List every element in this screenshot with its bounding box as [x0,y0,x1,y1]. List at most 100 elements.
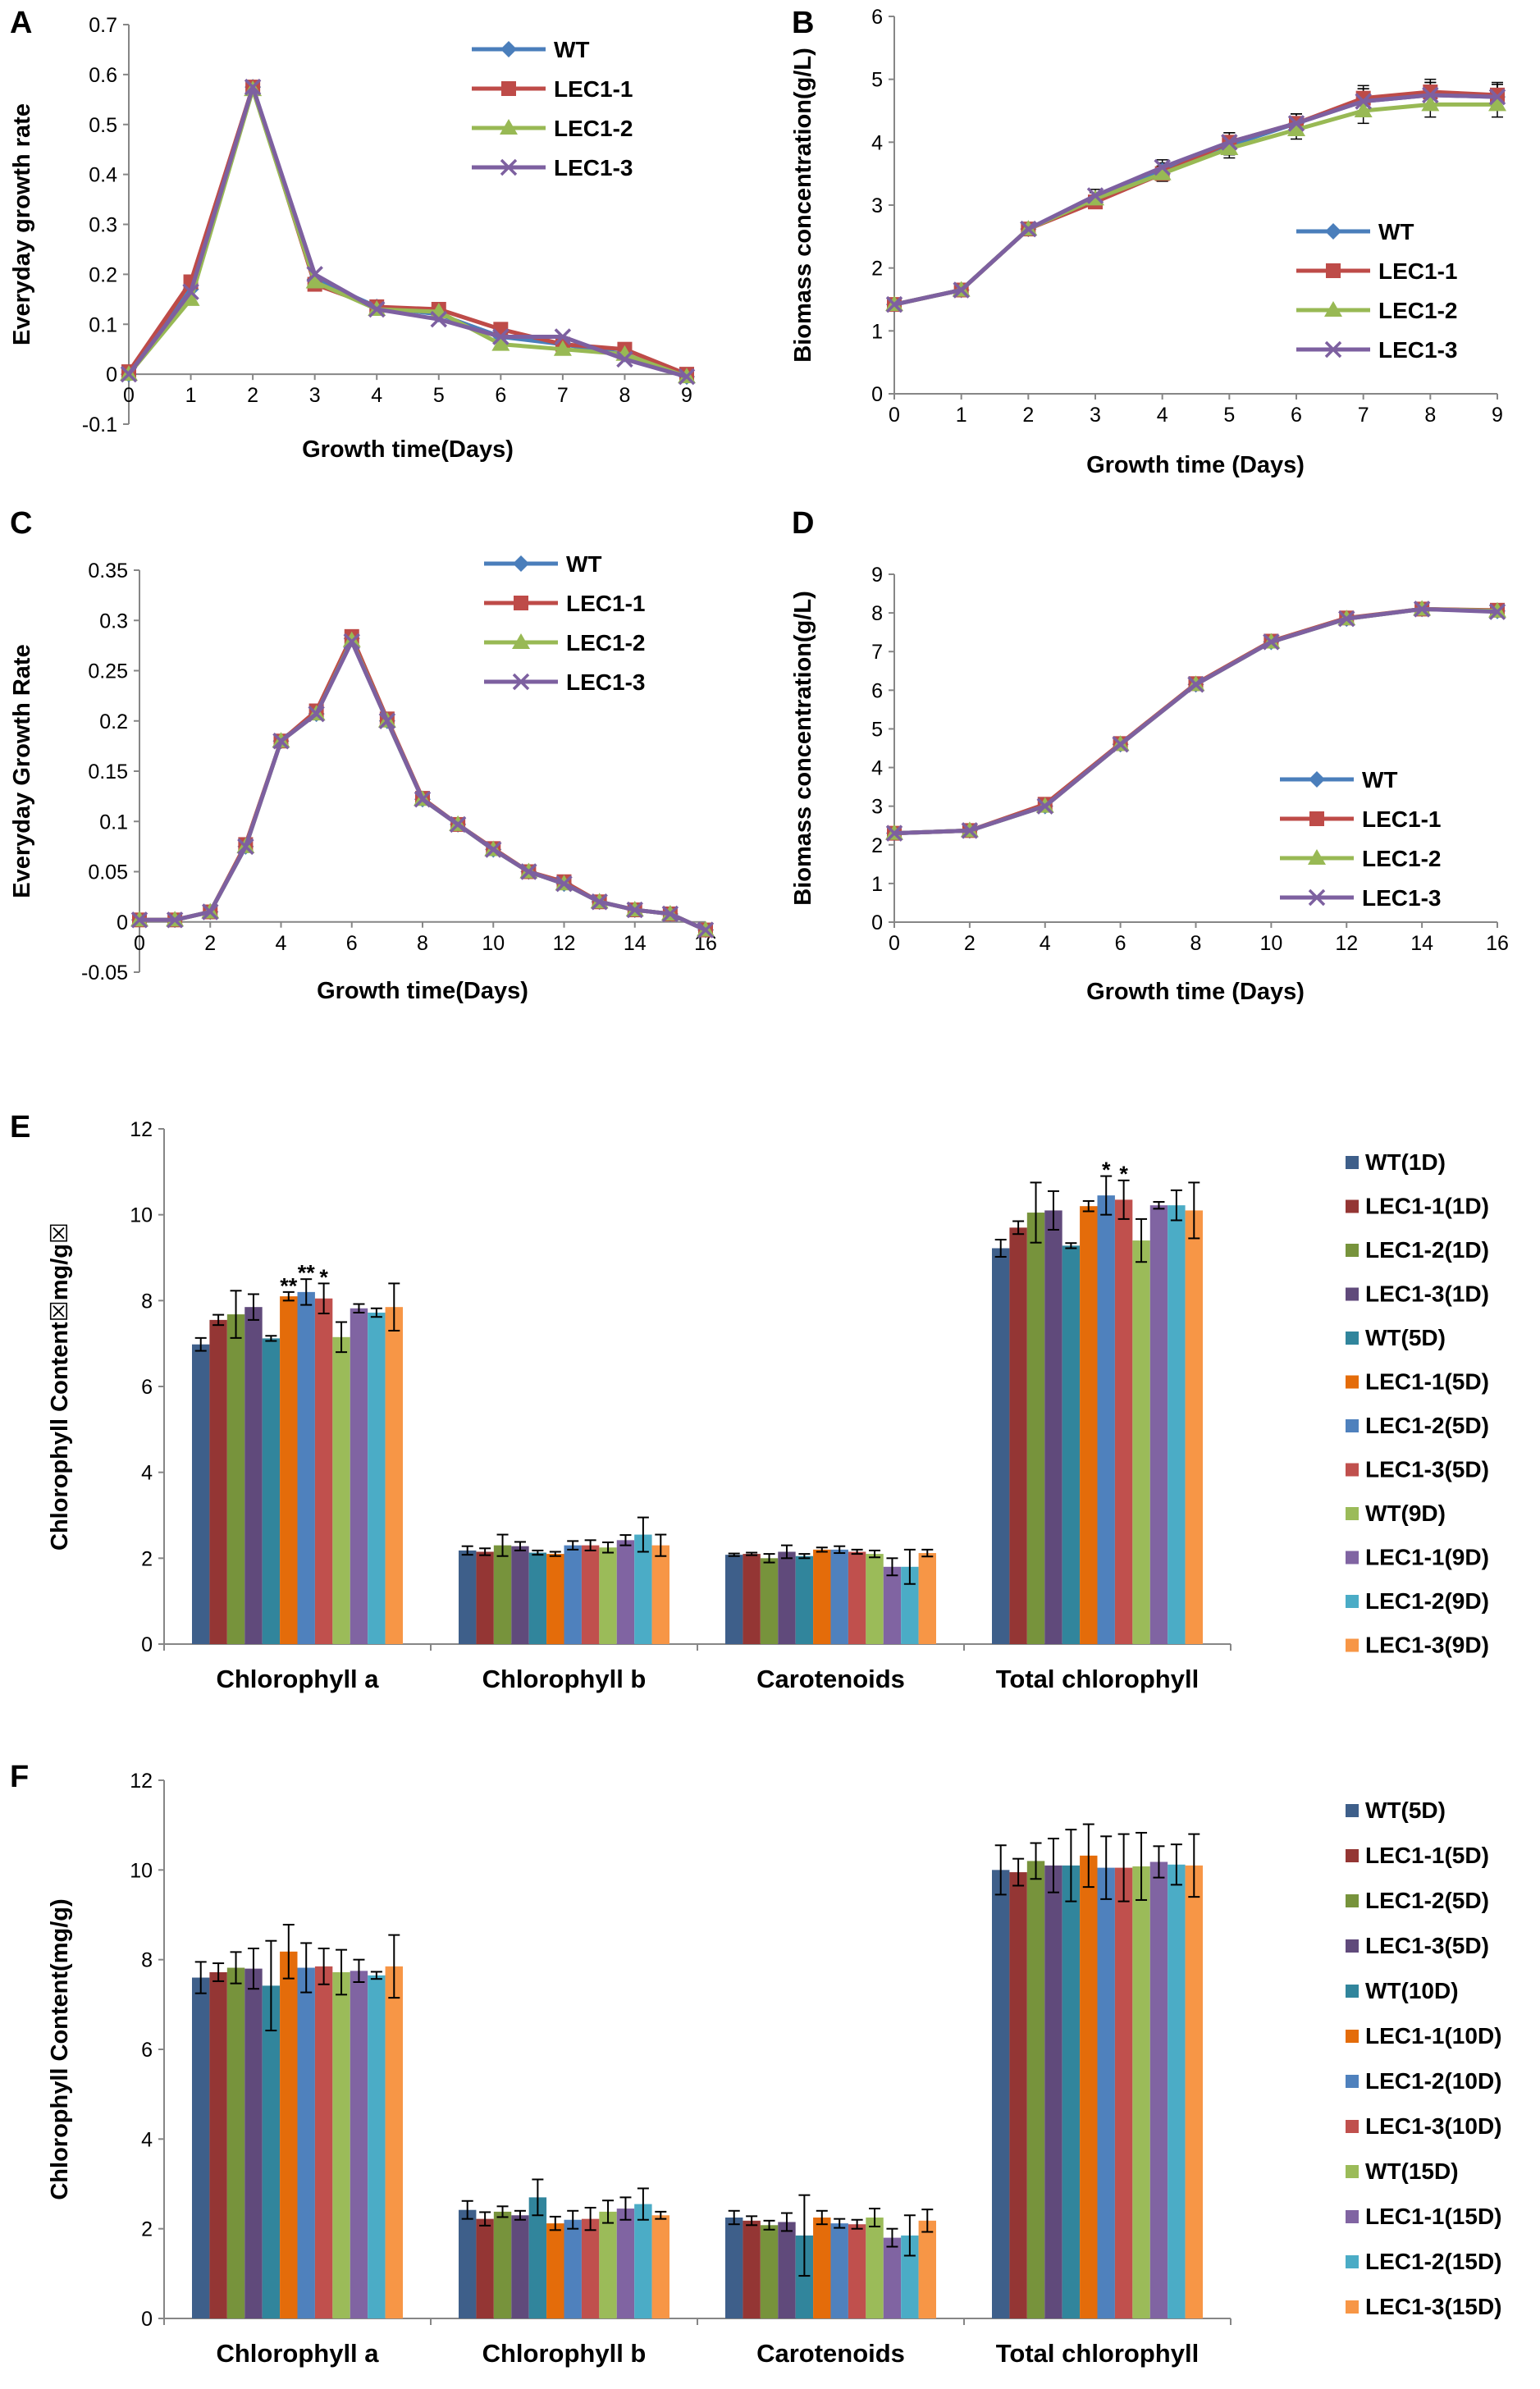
category-label: Chlorophyll b [482,2339,647,2368]
y-axis-title: Chlorophyll Content☒mg/g☒ [47,1222,73,1551]
legend-label-LEC1-2: LEC1-2 [554,116,633,141]
data-point-LEC1-2 [553,340,572,356]
legend-label-WT: WT [566,551,602,577]
legend-swatch-LEC1-2(1D) [1346,1244,1359,1257]
panel-label-A: A [10,6,32,40]
data-point-LEC1-3 [378,712,396,729]
legend-marker-LEC1-1 [501,81,516,96]
legend-label-WT: WT [1362,767,1398,793]
bar-LEC1-2(15D) [1168,1864,1186,2318]
y-tick-label: 7 [871,641,883,664]
legend-label-LEC1-3(1D): LEC1-3(1D) [1365,1281,1489,1307]
y-tick-label: 0.2 [99,710,128,733]
bar-LEC1-1(5D) [1080,1206,1098,1644]
x-tick-label: 2 [964,932,976,955]
bar-LEC1-3(1D) [1044,1210,1062,1644]
legend-label-LEC1-1: LEC1-1 [566,591,645,616]
bar-LEC1-1(15D) [350,1971,368,2318]
bar-LEC1-2(5D) [493,2211,512,2318]
y-tick-label: 6 [871,679,883,702]
bar-LEC1-3(9D) [918,1553,936,1644]
x-axis-title: Growth time (Days) [1086,979,1305,1005]
y-tick-label: 0.25 [88,660,128,683]
category-label: Total chlorophyll [996,1665,1199,1693]
series-line-LEC1-1 [893,606,1498,836]
y-tick-label: 0.3 [99,610,128,633]
y-tick-label: 0.6 [89,64,117,87]
y-tick-label: 0.2 [89,263,117,286]
y-tick-label: 10 [130,1204,153,1227]
data-point-LEC1-3 [492,328,510,345]
legend-marker-LEC1-1 [1309,811,1324,826]
bar-LEC1-1(5D) [280,1296,298,1644]
bar-LEC1-1(5D) [813,1549,831,1644]
y-tick-label: 0 [141,2308,153,2331]
data-point-LEC1-3 [555,875,573,893]
x-tick-label: 5 [1223,404,1235,427]
category-label: Chlorophyll a [216,2339,379,2368]
data-point-LEC1-2 [181,290,200,306]
data-point-LEC1-3 [697,921,715,939]
y-axis-title: Chlorophyll Content(mg/g) [47,1898,73,2199]
bar-LEC1-2(5D) [760,2225,779,2318]
y-tick-label: 0.15 [88,761,128,783]
bar-WT(5D) [459,2209,477,2318]
y-axis-title: Biomass concentration(g/L) [790,591,816,906]
bar-LEC1-1(5D) [209,1971,227,2318]
y-tick-label: 1 [871,320,883,343]
bar-WT(5D) [262,1338,281,1644]
data-point-LEC1-2 [1153,164,1172,180]
data-point-LEC1-3 [554,328,572,345]
bar-WT(5D) [528,1552,547,1644]
series-line-LEC1-3 [893,606,1498,836]
bar-WT(10D) [1062,1865,1081,2318]
x-tick-label: 8 [1190,932,1202,955]
category-label: Chlorophyll a [216,1665,379,1693]
bar-LEC1-2(1D) [1026,1213,1045,1644]
y-tick-label: 0.05 [88,861,128,884]
x-tick-label: 2 [1022,404,1034,427]
x-tick-label: 8 [417,932,428,955]
y-tick-label: 0.5 [89,114,117,137]
bar-LEC1-3(10D) [581,2218,600,2318]
y-tick-label: 0 [871,383,883,406]
y-tick-label: 0.4 [89,164,117,187]
bar-LEC1-3(5D) [848,1551,866,1644]
bar-WT(5D) [192,1977,210,2318]
data-point-LEC1-2 [342,631,361,647]
data-point-LEC1-3 [182,283,199,300]
panel-label-E: E [10,1110,30,1144]
data-point-LEC1-3 [661,905,679,923]
bar-WT(5D) [795,1555,814,1644]
y-tick-label: 3 [871,796,883,819]
x-tick-label: 12 [553,932,576,955]
y-tick-label: 10 [130,1859,153,1882]
legend-label-LEC1-3: LEC1-3 [1362,885,1441,911]
data-point-LEC1-3 [202,903,219,920]
legend-swatch-LEC1-3(1D) [1346,1287,1359,1301]
bar-LEC1-3(9D) [1185,1210,1203,1644]
bar-LEC1-3(1D) [778,1551,796,1644]
bar-LEC1-3(15D) [651,2215,669,2318]
x-tick-label: 6 [1291,404,1302,427]
x-tick-label: 0 [889,404,900,427]
x-tick-label: 1 [956,404,967,427]
y-tick-label: 6 [141,1376,153,1399]
y-tick-label: 12 [130,1118,153,1141]
legend-label-LEC1-3(5D): LEC1-3(5D) [1365,1933,1489,1958]
legend-label-LEC1-2(15D): LEC1-2(15D) [1365,2249,1501,2274]
legend-label-LEC1-2: LEC1-2 [566,630,645,655]
legend-marker-LEC1-3 [1308,888,1326,907]
data-point-LEC1-3 [885,295,903,313]
bar-LEC1-1(9D) [1149,1205,1168,1644]
bar-WT(9D) [1132,1240,1150,1644]
data-point-LEC1-2 [1287,121,1305,136]
y-tick-label: 2 [141,1547,153,1570]
bar-LEC1-1(9D) [616,1540,635,1644]
x-tick-label: 6 [495,384,506,407]
bar-WT(15D) [332,1971,350,2318]
bar-WT(9D) [332,1336,350,1644]
bar-LEC1-3(5D) [778,2222,796,2318]
bar-LEC1-2(10D) [830,2223,848,2318]
bar-WT(10D) [262,1985,281,2318]
